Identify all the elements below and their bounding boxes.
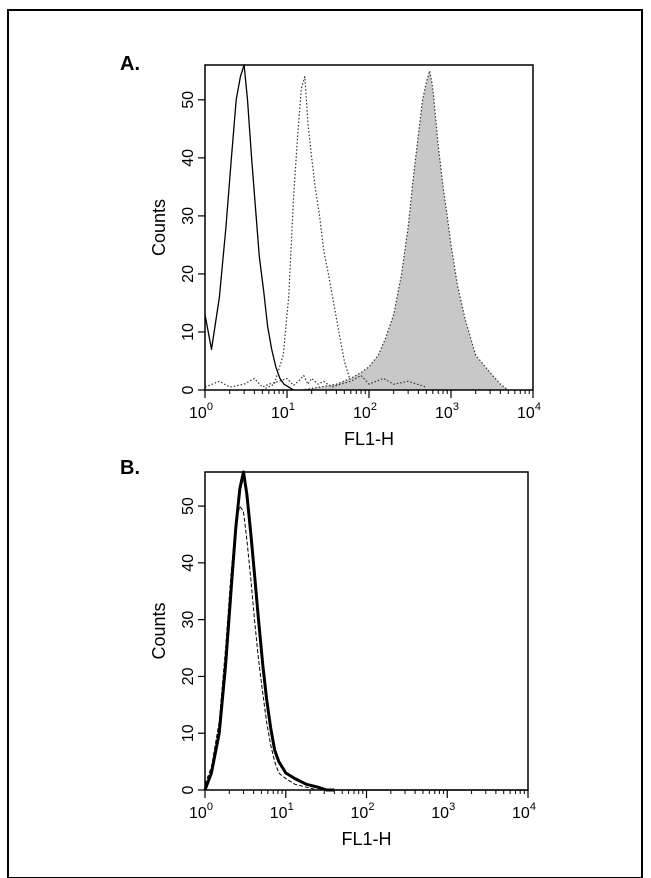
panel-b-x-tick-label-0: 100 xyxy=(189,801,213,822)
panel-a-series-2-line xyxy=(301,70,509,391)
panel-a-plot-frame xyxy=(204,64,534,391)
panel-b-series-0-line xyxy=(203,470,335,792)
panel-a-y-tick-label-2: 20 xyxy=(180,265,197,283)
panel-b-y-tick-label-4: 40 xyxy=(180,554,197,572)
panel-b-x-tick-label-3: 103 xyxy=(431,801,455,822)
panel-a-label: A. xyxy=(120,53,140,75)
panel-b-y-tick-label-3: 30 xyxy=(180,611,197,629)
panel-a-y-tick-label-4: 40 xyxy=(180,149,197,167)
panel-a-y-tick-label-5: 50 xyxy=(180,91,197,109)
panel-a-series-0-line xyxy=(204,64,294,391)
panel-a-x-tick-label-2: 102 xyxy=(353,401,377,422)
panel-a-x-tick-label-0: 100 xyxy=(189,401,213,422)
panel-b-y-tick-label-5: 50 xyxy=(180,497,197,515)
panel-b-y-tick-label-1: 10 xyxy=(180,724,197,742)
panel-a-x-tick-label-1: 101 xyxy=(271,401,295,422)
panel-b-label: B. xyxy=(120,457,140,479)
panel-a-y-tick-label-0: 0 xyxy=(180,385,197,394)
panel-a-series-3-line xyxy=(204,374,427,388)
panel-b-x-tick-label-2: 102 xyxy=(351,801,375,822)
panel-a-series-2-fill xyxy=(301,70,509,391)
panel-a-y-tick-label-3: 30 xyxy=(180,207,197,225)
panel-b-x-tick-label-4: 104 xyxy=(512,801,536,822)
panel-a-x-tick-label-4: 104 xyxy=(517,401,541,422)
panel-a-y-tick-label-1: 10 xyxy=(180,323,197,341)
panel-b-y-axis-label: Counts xyxy=(149,602,169,659)
panel-a-x-tick-label-3: 103 xyxy=(435,401,459,422)
panel-a-y-axis-label: Counts xyxy=(149,199,169,256)
panel-a: A. 100 101 102 103 104 0 10 20 30 40 50 FL1-H Counts xyxy=(120,53,541,449)
panel-b-plot-frame xyxy=(204,471,529,791)
panel-a-x-axis-label: FL1-H xyxy=(344,429,394,449)
figure-border xyxy=(7,9,643,878)
panel-b-series-1-line xyxy=(204,505,319,791)
panel-b-x-axis-label: FL1-H xyxy=(341,829,391,849)
panel-a-series-1-line xyxy=(262,76,355,391)
panel-b-x-tick-label-1: 101 xyxy=(270,801,294,822)
panel-b: B. 100 101 102 103 104 0 10 20 30 40 50 FL1-H Counts xyxy=(120,457,536,849)
panel-b-y-tick-label-0: 0 xyxy=(180,785,197,794)
panel-b-y-tick-label-2: 20 xyxy=(180,667,197,685)
